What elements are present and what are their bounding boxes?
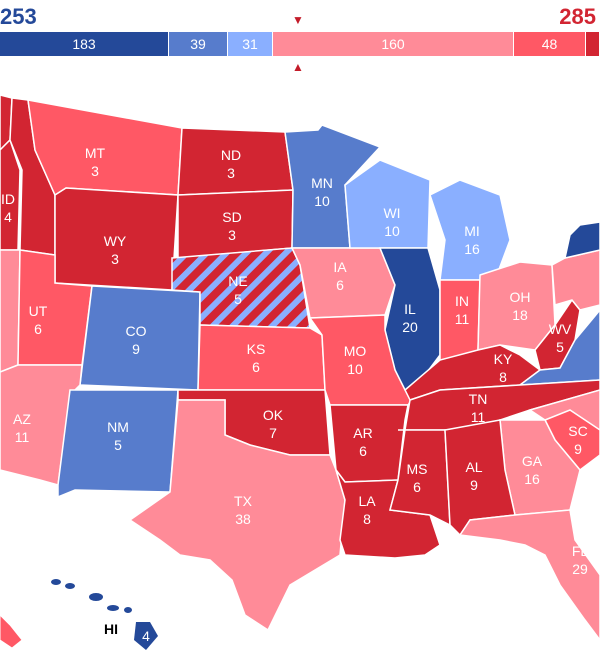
state-ks[interactable] (197, 324, 326, 391)
ar-abbr: AR (353, 425, 372, 441)
wy-abbr: WY (104, 233, 127, 249)
hi-label: HI (104, 621, 118, 637)
state-ny[interactable] (564, 221, 600, 259)
bar-lean-r[interactable]: 160 (273, 32, 514, 56)
mt-abbr: MT (85, 145, 106, 161)
tx-votes: 38 (235, 511, 251, 527)
az-votes: 11 (15, 429, 30, 445)
state-pa[interactable] (551, 249, 600, 311)
ky-votes: 8 (499, 369, 507, 385)
id-abbr: ID (1, 191, 15, 207)
state-tx[interactable] (128, 399, 346, 632)
ok-votes: 7 (269, 425, 277, 441)
oh-votes: 18 (512, 307, 528, 323)
mt-votes: 3 (91, 163, 99, 179)
state-la[interactable] (335, 469, 441, 559)
state-hi[interactable] (51, 579, 158, 650)
majority-marker-up-icon: ▲ (292, 60, 304, 74)
id-votes: 4 (4, 209, 12, 225)
il-votes: 20 (402, 319, 418, 335)
electoral-vote-bar: 183 39 31 160 48 (0, 32, 600, 56)
state-fl[interactable] (458, 509, 600, 642)
ar-votes: 6 (359, 443, 367, 459)
ne-abbr: NE (228, 273, 247, 289)
sd-abbr: SD (222, 209, 241, 225)
state-mi[interactable] (429, 179, 511, 281)
az-abbr: AZ (13, 411, 31, 427)
tn-votes: 11 (471, 409, 486, 425)
sc-votes: 9 (574, 441, 582, 457)
majority-marker-down-icon: ▼ (292, 13, 304, 27)
in-abbr: IN (455, 293, 469, 309)
la-abbr: LA (358, 493, 376, 509)
nm-abbr: NM (107, 419, 129, 435)
sc-abbr: SC (568, 423, 587, 439)
ia-votes: 6 (336, 277, 344, 293)
democrat-total: 253 (0, 4, 37, 29)
state-labels: MT 3 ND 3 MN 10 ID 4 WY 3 SD 3 WI 10 MI … (1, 145, 588, 577)
ga-abbr: GA (522, 453, 543, 469)
la-votes: 8 (363, 511, 371, 527)
ms-votes: 6 (413, 479, 421, 495)
tn-abbr: TN (469, 391, 488, 407)
ks-abbr: KS (247, 341, 266, 357)
wv-abbr: WV (549, 321, 572, 337)
co-votes: 9 (132, 341, 140, 357)
ok-abbr: OK (263, 407, 284, 423)
wv-votes: 5 (556, 339, 564, 355)
bar-safe-r[interactable] (586, 32, 600, 56)
fl-abbr: FL (572, 543, 589, 559)
bar-likely-r[interactable]: 48 (514, 32, 586, 56)
ne-votes: 5 (234, 291, 242, 307)
oh-abbr: OH (510, 289, 531, 305)
il-abbr: IL (404, 301, 416, 317)
ia-abbr: IA (333, 259, 347, 275)
state-or[interactable] (0, 138, 21, 251)
mo-votes: 10 (347, 361, 363, 377)
state-wi[interactable] (344, 159, 431, 249)
wi-abbr: WI (383, 205, 400, 221)
mo-abbr: MO (344, 343, 367, 359)
bar-lean-d[interactable]: 31 (228, 32, 273, 56)
nd-votes: 3 (227, 165, 235, 181)
ky-abbr: KY (494, 351, 513, 367)
co-abbr: CO (126, 323, 147, 339)
ms-abbr: MS (407, 461, 428, 477)
bar-safe-d[interactable]: 183 (0, 32, 169, 56)
ga-votes: 16 (524, 471, 540, 487)
ut-abbr: UT (29, 303, 48, 319)
state-ar[interactable] (329, 404, 409, 483)
bar-likely-d[interactable]: 39 (169, 32, 228, 56)
nd-abbr: ND (221, 147, 241, 163)
wi-votes: 10 (384, 223, 400, 239)
sd-votes: 3 (228, 227, 236, 243)
hi-votes: 4 (142, 628, 150, 644)
state-ak[interactable] (0, 614, 23, 649)
mi-votes: 16 (464, 241, 480, 257)
wy-votes: 3 (111, 251, 119, 267)
ut-votes: 6 (34, 321, 42, 337)
ks-votes: 6 (252, 359, 260, 375)
fl-votes: 29 (572, 561, 588, 577)
in-votes: 11 (455, 311, 470, 327)
al-votes: 9 (470, 477, 478, 493)
mi-abbr: MI (464, 223, 480, 239)
us-electoral-map: HI 4 MT 3 ND 3 MN 10 ID 4 WY 3 SD 3 WI 1… (0, 94, 600, 650)
mn-votes: 10 (314, 193, 330, 209)
mn-abbr: MN (311, 175, 333, 191)
tx-abbr: TX (234, 493, 253, 509)
nm-votes: 5 (114, 437, 122, 453)
state-oh[interactable] (477, 261, 556, 351)
state-va[interactable] (517, 308, 600, 386)
al-abbr: AL (465, 459, 482, 475)
republican-total: 285 (559, 4, 596, 29)
state-nv[interactable] (0, 249, 21, 373)
